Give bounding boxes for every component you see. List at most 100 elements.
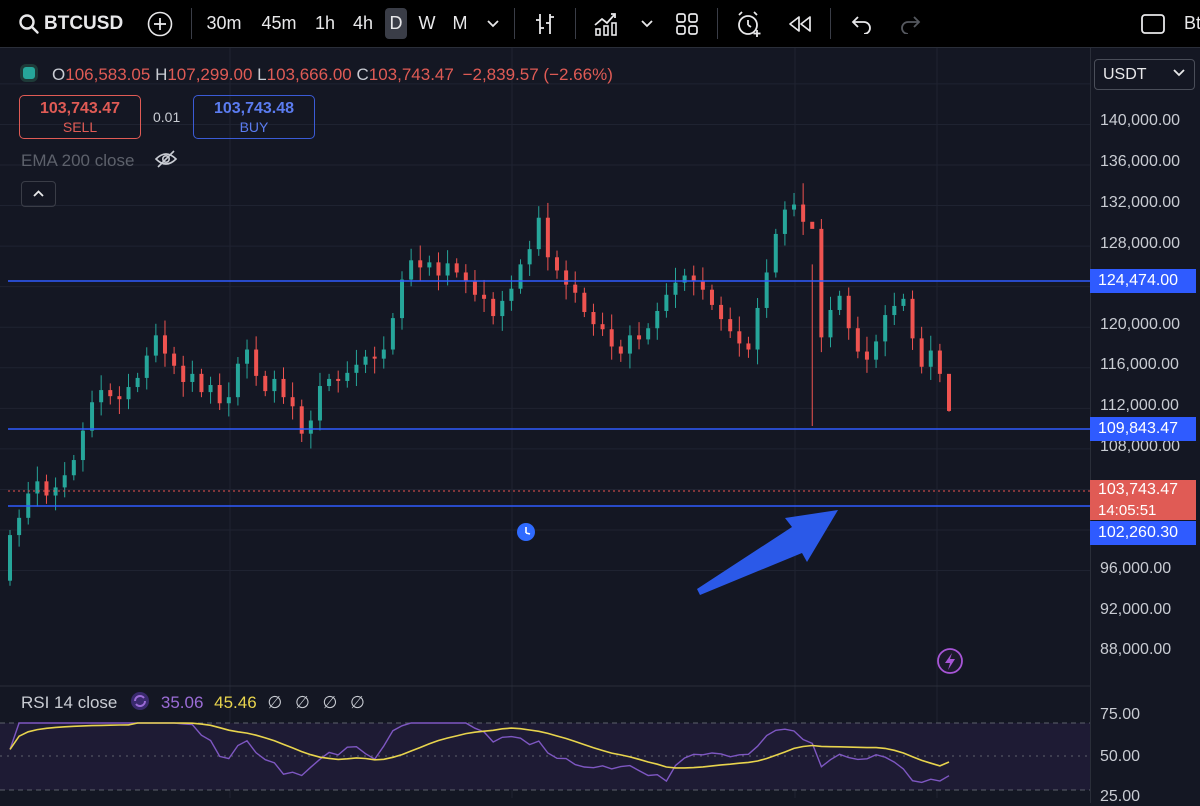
redo-icon[interactable] <box>898 0 924 47</box>
bar-style-icon[interactable] <box>532 0 558 47</box>
buy-price: 103,743.48 <box>213 100 295 117</box>
candle-body <box>919 338 924 367</box>
add-symbol-icon[interactable] <box>146 0 174 47</box>
chevron-down-icon[interactable] <box>638 0 656 47</box>
candle-body <box>400 279 405 319</box>
ema-indicator-label[interactable]: EMA 200 close <box>21 151 135 170</box>
candle-body <box>226 397 231 404</box>
candle-body <box>910 298 915 339</box>
axis-price-label: 116,000.00 <box>1100 356 1179 373</box>
symbol-name[interactable]: BTCUSD <box>44 12 124 34</box>
candle-body <box>491 298 496 317</box>
candle-body <box>108 390 113 397</box>
toolbar-divider <box>717 8 718 39</box>
candle-body <box>235 363 240 398</box>
candle-body <box>609 329 614 347</box>
top-toolbar: BTCUSD 30m 45m 1h 4h D W M Bt <box>0 0 1200 48</box>
candle-body <box>892 305 897 316</box>
rsi-ma-line <box>9 722 950 769</box>
spread-value: 0.01 <box>153 109 181 125</box>
candle-body <box>573 284 578 293</box>
undo-icon[interactable] <box>848 0 874 47</box>
fullscreen-icon[interactable] <box>1139 0 1167 47</box>
candle-body <box>308 420 313 434</box>
candle-body <box>901 298 906 306</box>
candle-body <box>181 365 186 382</box>
candle-body <box>99 390 104 403</box>
sell-button[interactable]: 103,743.47 SELL <box>19 95 141 139</box>
layout-grid-icon[interactable] <box>674 0 700 47</box>
eye-hidden-icon[interactable] <box>154 148 178 175</box>
candle-body <box>773 233 778 273</box>
interval-45m[interactable]: 45m <box>261 13 297 33</box>
currency-selector[interactable]: USDT <box>1094 59 1195 90</box>
candle-body <box>947 373 951 411</box>
candle-body <box>837 295 842 310</box>
interval-d-selected[interactable]: D <box>385 8 407 39</box>
candle-body <box>445 263 450 276</box>
toolbar-divider <box>191 8 192 39</box>
candle-body <box>864 351 869 360</box>
candle-body <box>482 294 487 299</box>
candle-body <box>545 217 550 258</box>
axis-price-label: 132,000.00 <box>1100 194 1181 211</box>
lower-level-tag[interactable]: 102,260.30 <box>1090 521 1196 545</box>
annotation-arrow <box>697 510 838 595</box>
toolbar-right-text: Bt <box>1184 13 1200 33</box>
interval-30m[interactable]: 30m <box>206 13 242 33</box>
toolbar-divider <box>830 8 831 39</box>
candle-body <box>153 335 158 356</box>
alert-marker-icon <box>517 523 535 541</box>
interval-4h[interactable]: 4h <box>352 13 374 33</box>
replay-icon[interactable] <box>786 0 814 47</box>
chevron-down-icon[interactable] <box>484 0 502 47</box>
candle-body <box>281 378 286 398</box>
candle-body <box>354 364 359 373</box>
rsi-axis-label: 50.00 <box>1100 748 1141 765</box>
rsi-band <box>0 723 1090 790</box>
rsi-axis-label: 25.00 <box>1100 788 1141 805</box>
mid-level-tag[interactable]: 109,843.47 <box>1090 417 1196 441</box>
interval-m[interactable]: M <box>452 13 468 33</box>
upper-level-tag[interactable]: 124,474.00 <box>1090 269 1196 293</box>
candle-body <box>162 335 167 354</box>
candle-body <box>418 260 423 268</box>
candle-body <box>144 355 149 378</box>
candle-body <box>764 272 769 308</box>
candle-body <box>746 343 751 350</box>
low-label: L <box>257 65 267 84</box>
high-value: 107,299.00 <box>167 65 253 84</box>
low-value: 103,666.00 <box>266 65 352 84</box>
chart-grid <box>0 48 1090 798</box>
interval-1h[interactable]: 1h <box>314 13 336 33</box>
candle-body <box>828 309 833 338</box>
candle-body <box>427 262 432 268</box>
rsi-loading-icon <box>130 691 150 716</box>
axis-price-label: 140,000.00 <box>1100 112 1181 129</box>
candle-body <box>409 260 414 280</box>
axis-price-label: 96,000.00 <box>1100 560 1172 577</box>
buy-button[interactable]: 103,743.48 BUY <box>193 95 315 139</box>
candle-body <box>463 272 468 282</box>
candle-body <box>390 318 395 350</box>
currency-label: USDT <box>1103 65 1147 83</box>
candle-body <box>272 378 277 392</box>
candle-body <box>263 375 268 392</box>
sell-price: 103,743.47 <box>39 100 121 117</box>
candle-body <box>472 281 477 295</box>
candles <box>8 183 951 586</box>
candle-body <box>172 353 177 366</box>
candle-body <box>810 221 815 229</box>
search-icon[interactable] <box>16 0 42 47</box>
collapse-legend-button[interactable] <box>21 181 56 207</box>
candle-body <box>582 292 587 313</box>
alert-clock-icon[interactable] <box>734 0 764 47</box>
candle-body <box>117 396 122 400</box>
candle-body <box>737 331 742 344</box>
candle-body <box>819 228 824 338</box>
candle-body <box>90 402 95 431</box>
candle-body <box>381 349 386 359</box>
price-chart[interactable] <box>0 48 1090 803</box>
indicators-icon[interactable] <box>592 0 622 47</box>
interval-w[interactable]: W <box>418 13 436 33</box>
